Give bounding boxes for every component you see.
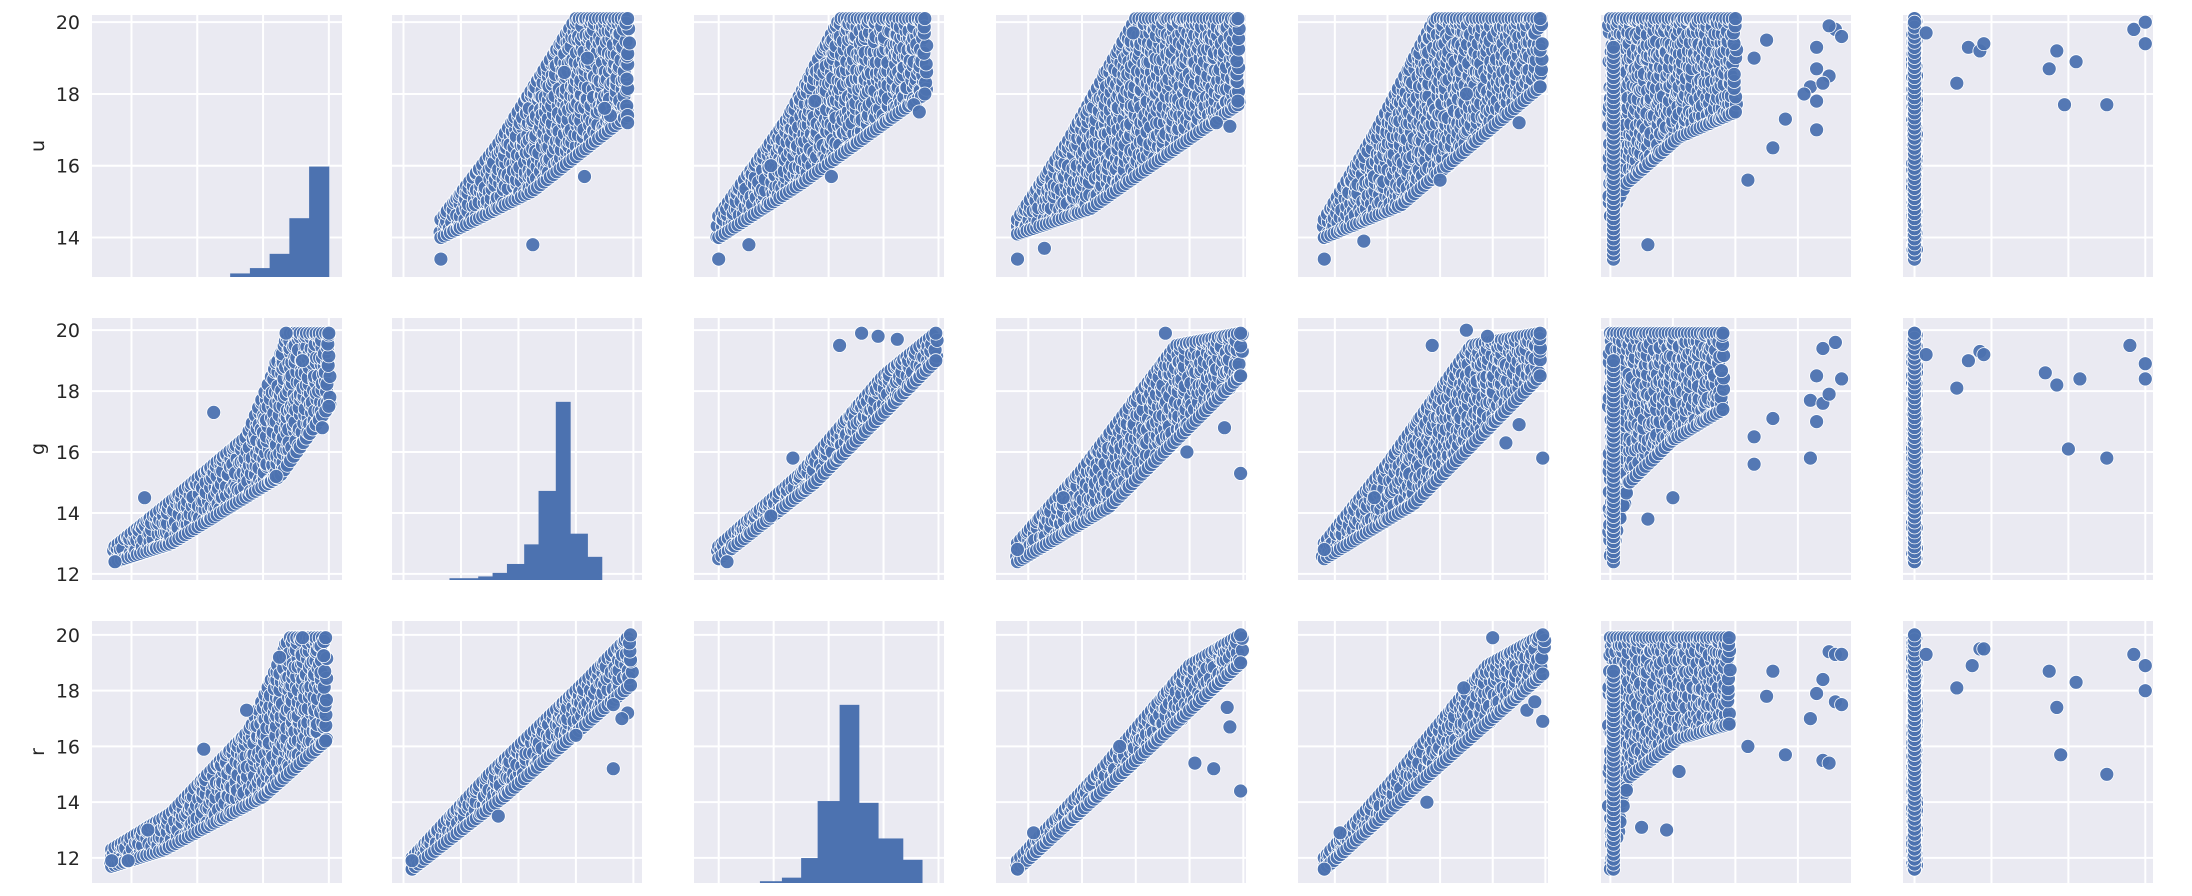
y-tick-label: 12 [56,848,80,870]
histogram-bar [902,859,923,883]
histogram-bar [309,166,330,277]
scatter-point [1728,104,1743,120]
histogram-bar [570,533,588,580]
panel-r1-c1 [392,318,642,580]
scatter-point [619,71,635,87]
scatter-point [622,35,637,51]
histogram-bar [538,490,557,580]
scatter-point [1726,67,1742,82]
histogram-bar [230,273,251,277]
histogram-bar [878,838,904,883]
scatter-point [919,38,935,53]
scatter-point [1532,79,1548,95]
histogram-bar [269,253,290,277]
histogram-bar [449,578,479,580]
histogram-bar [506,563,525,580]
histogram-r0-c0 [230,166,330,277]
row-label-u: u [27,140,49,152]
scatter-point [917,86,933,102]
row-label-r: r [27,748,49,756]
y-tick-label: 20 [56,625,80,647]
y-tick-label: 18 [56,381,80,403]
scatter-r0-c2 [709,11,935,245]
histogram-r2-c2 [759,704,923,883]
histogram-r1-c1 [449,401,603,580]
scatter-r0-c3 [1010,11,1247,242]
panel-r2-c6 [1903,621,2153,883]
y-tick-label: 14 [56,228,80,250]
scatter-r0-c1 [432,11,637,245]
scatter-point [1230,11,1246,27]
y-tick-label: 20 [56,320,80,342]
scatter-point [1728,11,1743,27]
histogram-bar [289,218,310,277]
scatter-r0-c4 [1316,11,1550,245]
scatter-point [917,11,933,27]
y-tick-label: 16 [56,156,80,178]
scatter-point [1534,36,1550,52]
histogram-bar [524,544,540,580]
row-label-g: g [27,443,49,455]
histogram-bar [492,572,508,580]
histogram-bar [478,576,494,580]
y-tick-label: 16 [56,442,80,464]
histogram-bar [781,877,802,883]
scatter-point [620,11,635,27]
histogram-bar [587,556,603,580]
y-tick-label: 12 [56,564,80,586]
histogram-bar [555,401,571,580]
y-tick-label: 18 [56,84,80,106]
histogram-bar [839,704,860,883]
y-tick-label: 18 [56,681,80,703]
histogram-bar [759,881,783,883]
histogram-bar [817,801,841,883]
y-tick-label: 20 [56,12,80,34]
histogram-bar [249,268,271,277]
y-tick-label: 16 [56,736,80,758]
panel-r1-c6 [1903,318,2153,580]
y-tick-label: 14 [56,792,80,814]
panel-r0-c6 [1903,15,2153,277]
scatter-point [1532,11,1548,27]
histogram-bar [858,802,879,883]
histogram-bar [801,858,819,883]
y-tick-label: 14 [56,503,80,525]
